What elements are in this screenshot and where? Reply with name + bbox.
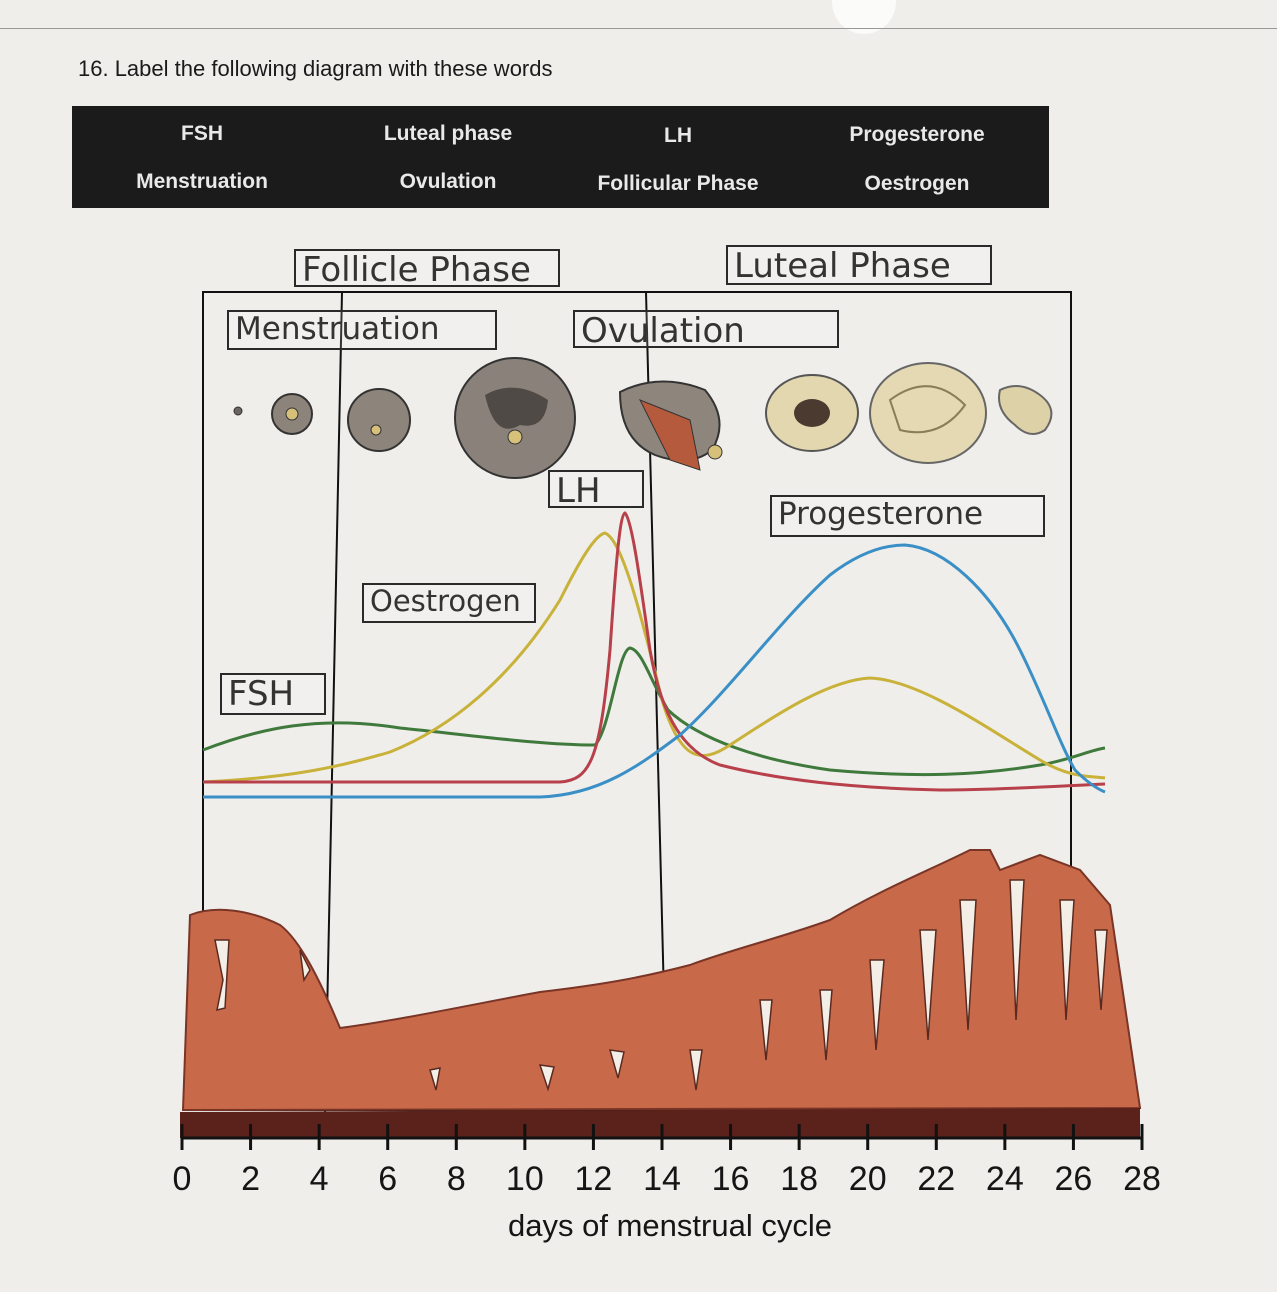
label-menstruation: Menstruation [227, 310, 497, 350]
lh-curve [203, 511, 1106, 792]
page-top-edge [0, 28, 1277, 29]
tick-label-18: 18 [780, 1160, 819, 1198]
label-progesterone: Progesterone [770, 495, 1045, 537]
word-progesterone: Progesterone [849, 123, 985, 146]
label-ovulation: Ovulation [573, 310, 839, 348]
word-luteal-phase: Luteal phase [383, 122, 513, 145]
word-lh: LH [664, 124, 692, 147]
tick-label-2: 2 [241, 1160, 261, 1198]
tick-label-16: 16 [711, 1160, 750, 1198]
endometrium-glands [214, 879, 1108, 1092]
word-fsh: FSH [181, 122, 223, 145]
corpus-luteum-mature [869, 362, 987, 464]
tick-label-26: 26 [1054, 1160, 1093, 1198]
tick-label-24: 24 [985, 1160, 1024, 1198]
tick-label-14: 14 [643, 1160, 681, 1198]
label-lh: LH [548, 470, 644, 508]
tick-label-22: 22 [917, 1160, 956, 1198]
follicle-secondary [347, 388, 411, 452]
hormone-curves [202, 511, 1106, 799]
x-axis-title: days of menstrual cycle [508, 1208, 832, 1243]
progesterone-curve [203, 543, 1106, 799]
question-text: 16. Label the following diagram with the… [78, 56, 553, 81]
label-oestrogen: Oestrogen [362, 583, 536, 623]
tick-label-4: 4 [309, 1160, 329, 1198]
x-axis-ticks [180, 1124, 1144, 1150]
tick-label-28: 28 [1123, 1160, 1161, 1198]
word-menstruation: Menstruation [136, 170, 268, 193]
label-luteal-phase: Luteal Phase [726, 245, 992, 285]
corpus-albicans [998, 385, 1053, 435]
tick-label-10: 10 [505, 1160, 544, 1198]
follicle-sequence [233, 357, 1053, 479]
word-bank: FSH Luteal phase LH Progesterone Menstru… [72, 106, 1049, 208]
fsh-curve [202, 646, 1106, 777]
word-follicular-phase: Follicular Phase [597, 172, 759, 195]
tick-label-8: 8 [446, 1160, 466, 1198]
divider-day4 [324, 291, 343, 1116]
label-follicle-phase: Follicle Phase [294, 249, 560, 287]
tick-label-0: 0 [172, 1160, 192, 1198]
follicle-primordial [233, 406, 243, 416]
endometrium-tissue [181, 849, 1142, 1112]
label-fsh: FSH [220, 673, 326, 715]
tick-label-12: 12 [574, 1160, 613, 1198]
endometrium-layer [180, 849, 1142, 1138]
tick-label-20: 20 [848, 1160, 887, 1198]
word-oestrogen: Oestrogen [864, 172, 970, 195]
word-ovulation: Ovulation [399, 170, 497, 193]
endometrium-base [180, 1108, 1140, 1138]
tick-label-6: 6 [378, 1160, 398, 1198]
